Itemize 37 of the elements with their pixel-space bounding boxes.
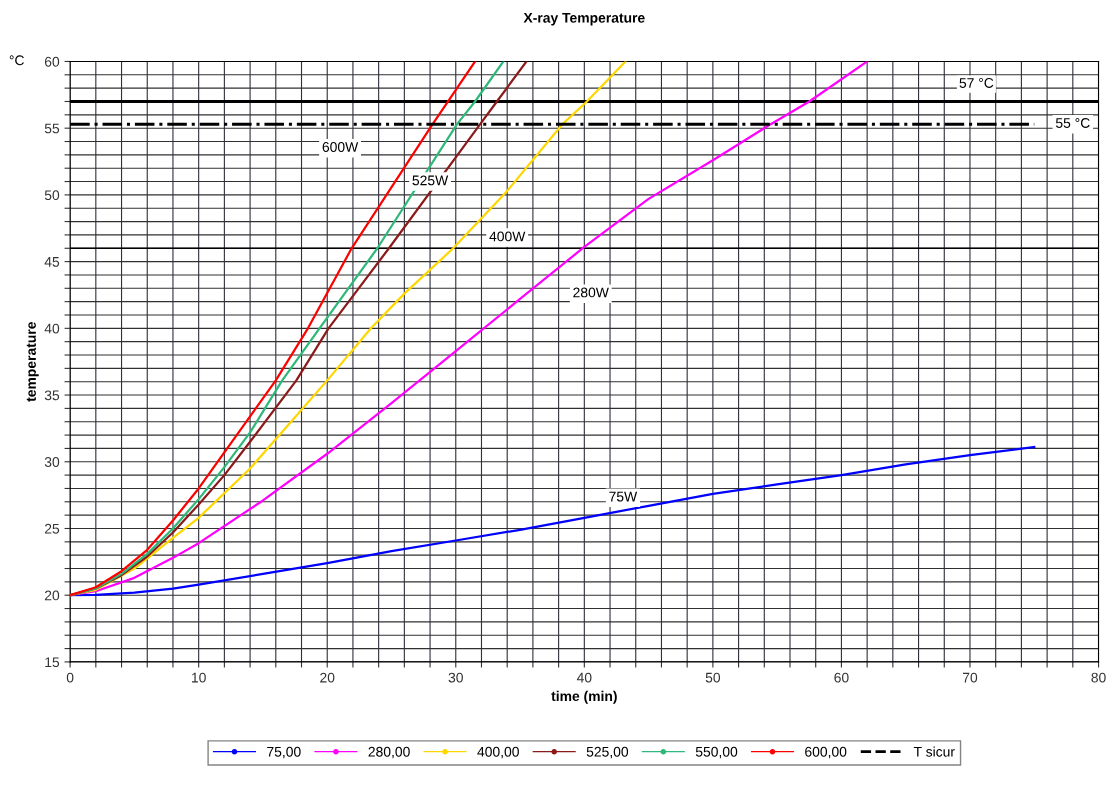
legend-label: 400,00	[477, 746, 519, 759]
x-tick-label: 0	[66, 672, 74, 683]
annotation: 75W	[609, 491, 638, 502]
y-tick-label: 45	[44, 257, 60, 267]
x-tick-label: 60	[834, 672, 849, 683]
legend-label: 280,00	[368, 746, 410, 759]
chart-title: X-ray Temperature	[523, 13, 645, 26]
y-tick-label: 30	[44, 457, 60, 467]
x-tick-label: 80	[1091, 672, 1106, 683]
legend-label: 600,00	[805, 746, 847, 759]
x-tick-label: 30	[448, 672, 463, 683]
y-tick-label: 50	[44, 190, 60, 201]
text: °C	[9, 55, 24, 66]
x-axis-title: time (min)	[551, 690, 617, 704]
y-tick-label: 60	[44, 56, 60, 67]
legend-label: 75,00	[267, 746, 301, 759]
y-tick-label: 20	[44, 590, 60, 601]
y-tick-label: 40	[44, 323, 60, 334]
legend-label: 525,00	[586, 746, 629, 759]
legend-label: T sicur	[913, 746, 955, 757]
x-tick-label: 70	[962, 672, 978, 683]
x-tick-label: 20	[320, 672, 335, 683]
y-axis-title: temperature	[26, 322, 39, 402]
annotation: 600W	[322, 142, 359, 152]
y-tick-label: 35	[44, 390, 60, 401]
annotation: 525W	[412, 175, 449, 186]
annotation: 400W	[489, 231, 526, 242]
y-tick-label: 55	[44, 123, 60, 134]
x-tick-label: 10	[192, 672, 206, 683]
y-tick-label: 15	[45, 657, 60, 668]
ref-line-label: 57 °C	[959, 78, 994, 88]
x-tick-label: 50	[705, 672, 721, 683]
x-tick-label: 40	[576, 672, 592, 683]
y-tick-label: 25	[44, 523, 60, 534]
annotation: 280W	[573, 287, 609, 298]
legend-label: 550,00	[695, 746, 738, 759]
annotation: 55 °C	[1055, 118, 1090, 128]
